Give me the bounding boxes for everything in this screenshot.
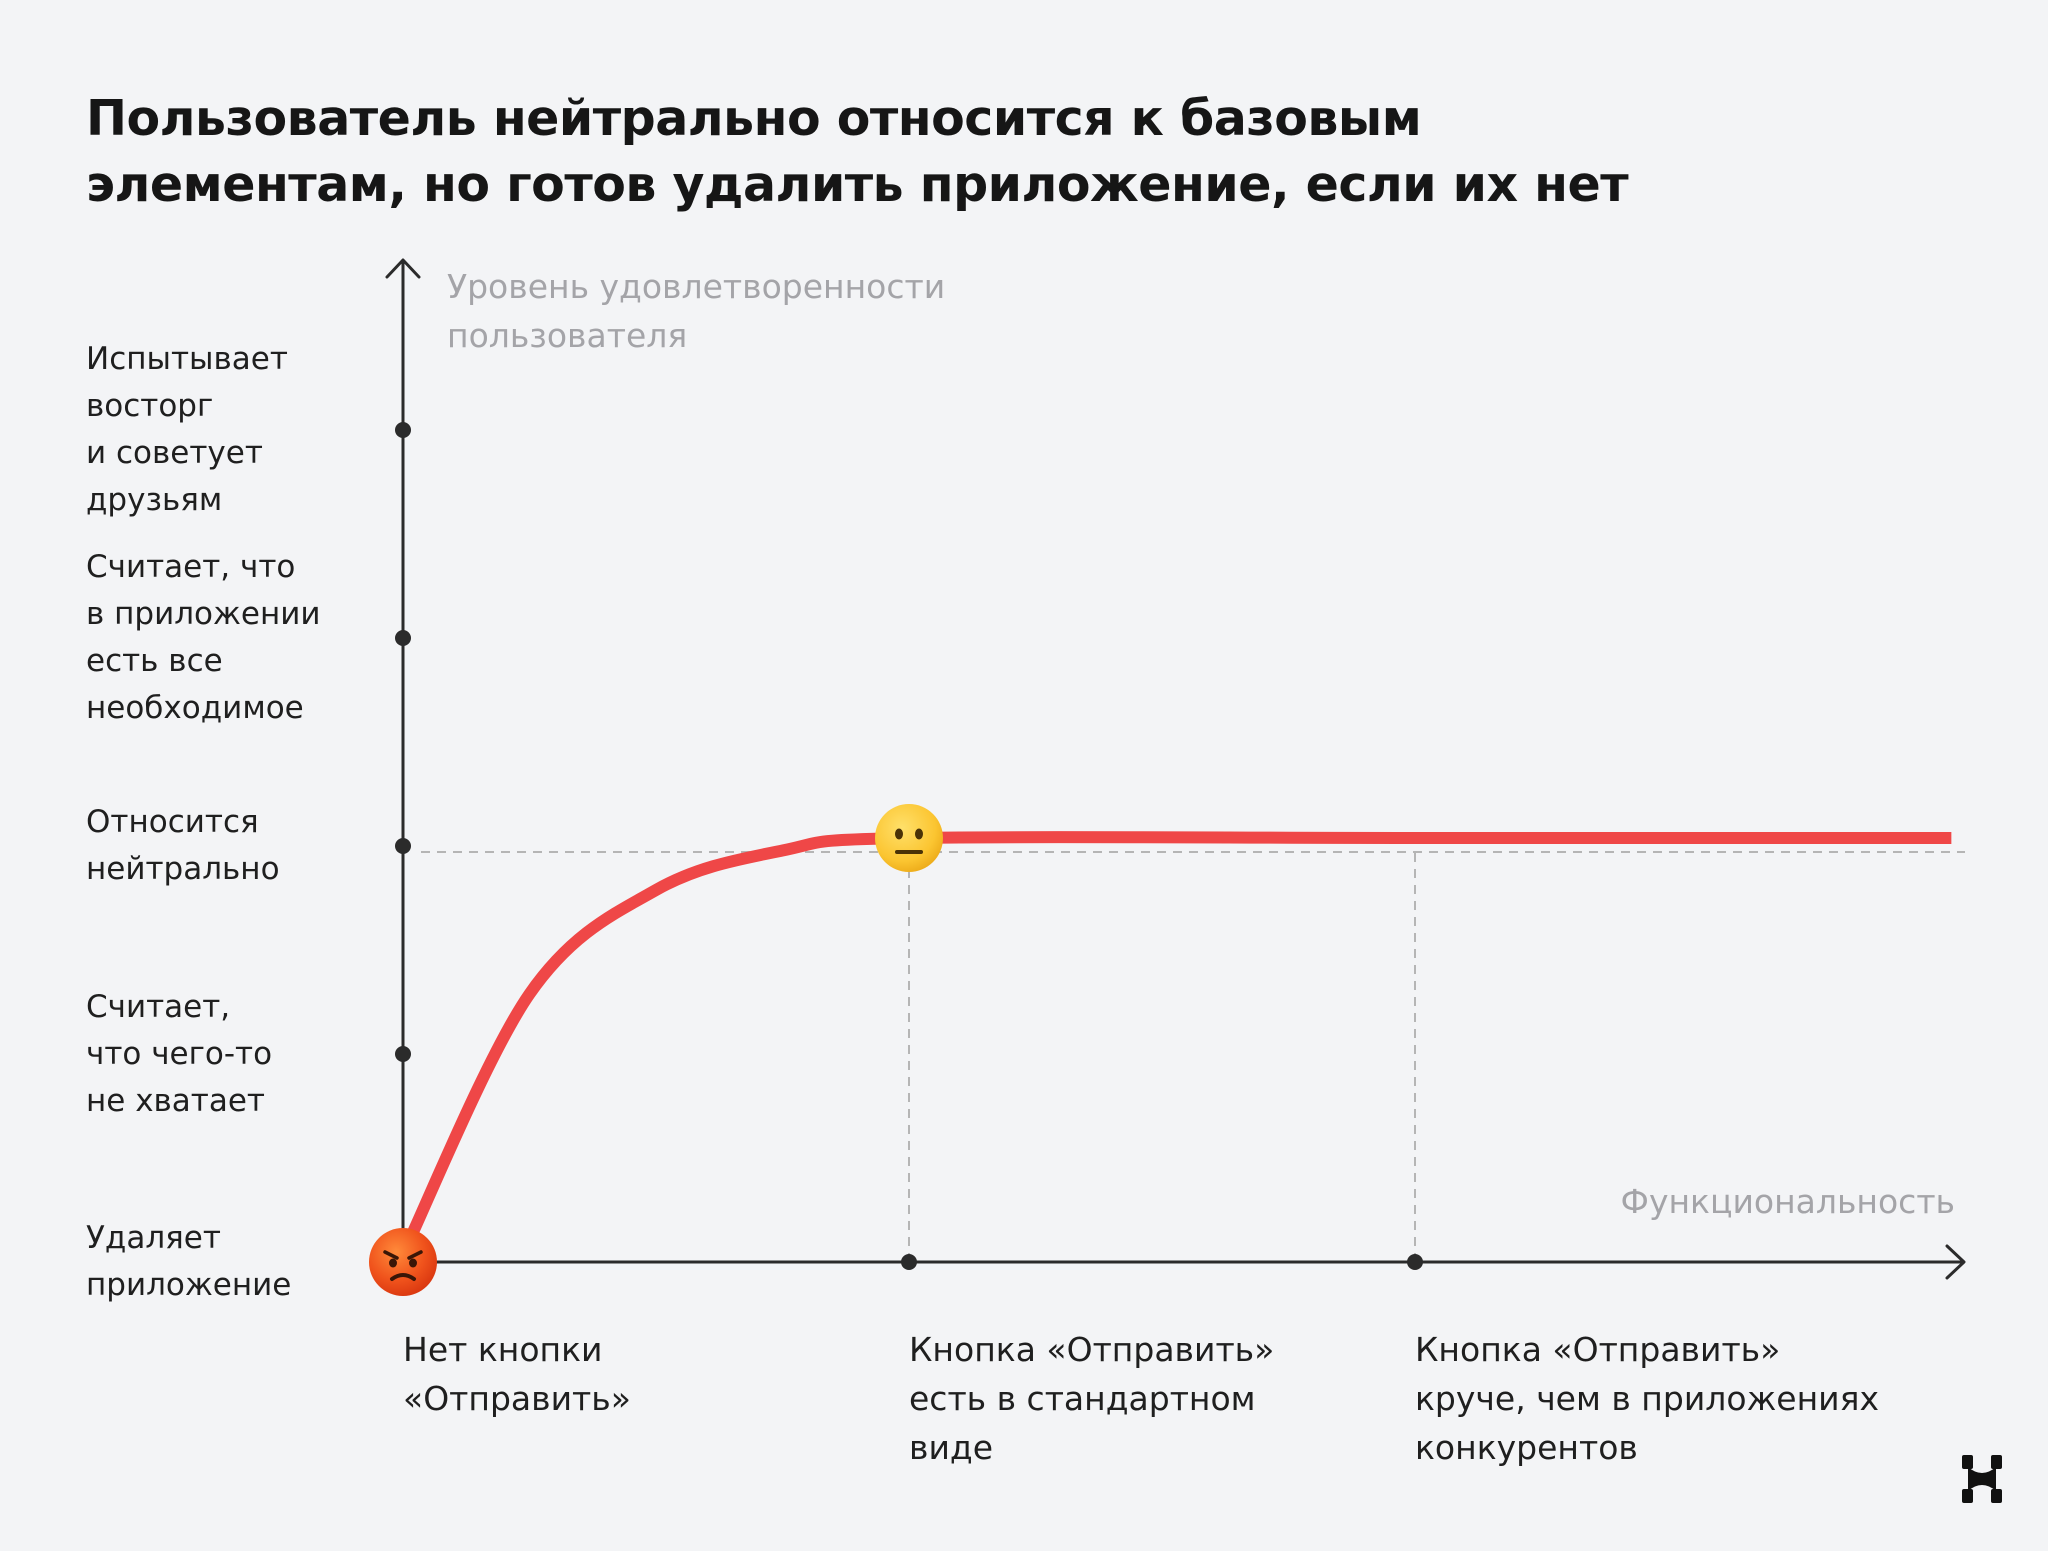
x-point-label-2-line-2: конкурентов xyxy=(1415,1428,1638,1467)
neutral-face-icon xyxy=(875,804,943,872)
y-level-label-3-line-0: Считает, что xyxy=(86,549,296,585)
y-level-label-2: Относится нейтрально xyxy=(86,799,280,893)
chart-title: Пользователь нейтрально относится к базо… xyxy=(86,86,1786,218)
x-point-label-1-line-1: есть в стандартном xyxy=(909,1379,1256,1418)
x-point-label-0: Нет кнопки «Отправить» xyxy=(403,1325,631,1423)
y-level-label-0: Удаляет приложение xyxy=(86,1215,291,1309)
y-level-label-3-line-3: необходимое xyxy=(86,690,304,726)
y-level-label-1-line-1: что чего-то xyxy=(86,1035,273,1072)
angry-face-icon xyxy=(369,1228,437,1296)
y-level-label-0-line-1: приложение xyxy=(86,1267,292,1303)
x-point-label-2: Кнопка «Отправить» круче, чем в приложени… xyxy=(1415,1325,1879,1472)
y-level-label-1-line-0: Считает, xyxy=(86,988,231,1025)
x-tick-dot-2 xyxy=(1407,1254,1423,1270)
chart-title-line-2: элементам, но готов удалить приложение, … xyxy=(86,156,1629,213)
y-level-label-4-line-2: и советует xyxy=(86,435,263,471)
x-point-label-1: Кнопка «Отправить» есть в стандартном виде xyxy=(909,1325,1274,1472)
x-point-label-0-line-0: Нет кнопки xyxy=(403,1330,603,1369)
axis-ticks xyxy=(395,422,1423,1270)
y-axis-arrow xyxy=(385,258,421,279)
y-axis-title-line-1: Уровень удовлетворенности xyxy=(447,267,946,306)
x-axis-title: Функциональность xyxy=(1620,1182,1955,1221)
y-level-label-3-line-2: есть все xyxy=(86,643,223,679)
chart-title-line-1: Пользователь нейтрально относится к базо… xyxy=(86,90,1422,147)
y-level-label-1-line-2: не хватает xyxy=(86,1082,265,1119)
y-axis-title-line-2: пользователя xyxy=(447,316,688,355)
y-level-label-2-line-1: нейтрально xyxy=(86,851,280,887)
brand-logo-icon xyxy=(1962,1455,2002,1503)
y-axis-title: Уровень удовлетворенности пользователя xyxy=(447,262,945,360)
y-tick-dot-3 xyxy=(395,630,411,646)
x-point-label-0-line-1: «Отправить» xyxy=(403,1379,631,1418)
y-level-label-2-line-0: Относится xyxy=(86,804,259,840)
axes xyxy=(385,258,1966,1280)
y-tick-dot-2 xyxy=(395,838,411,854)
x-point-label-1-line-2: виде xyxy=(909,1428,994,1467)
satisfaction-curve xyxy=(397,831,1952,1257)
y-level-label-4-line-0: Испытывает xyxy=(86,341,288,377)
y-level-label-3: Считает, что в приложении есть все необходи… xyxy=(86,544,321,732)
y-level-label-4-line-3: друзьям xyxy=(86,482,223,518)
x-point-label-2-line-1: круче, чем в приложениях xyxy=(1415,1379,1879,1418)
y-level-label-0-line-0: Удаляет xyxy=(86,1220,221,1256)
x-axis-arrow xyxy=(1945,1244,1966,1280)
x-tick-dot-1 xyxy=(901,1254,917,1270)
y-level-label-4: Испытывает восторг и советует друзьям xyxy=(86,336,288,524)
y-tick-dot-4 xyxy=(395,422,411,438)
x-point-label-2-line-0: Кнопка «Отправить» xyxy=(1415,1330,1781,1369)
x-point-label-1-line-0: Кнопка «Отправить» xyxy=(909,1330,1275,1369)
y-level-label-4-line-1: восторг xyxy=(86,388,214,424)
guide-lines xyxy=(421,851,1965,1262)
y-level-label-1: Считает, что чего-то не хватает xyxy=(86,984,272,1125)
y-tick-dot-1 xyxy=(395,1046,411,1062)
y-level-label-3-line-1: в приложении xyxy=(86,596,321,632)
